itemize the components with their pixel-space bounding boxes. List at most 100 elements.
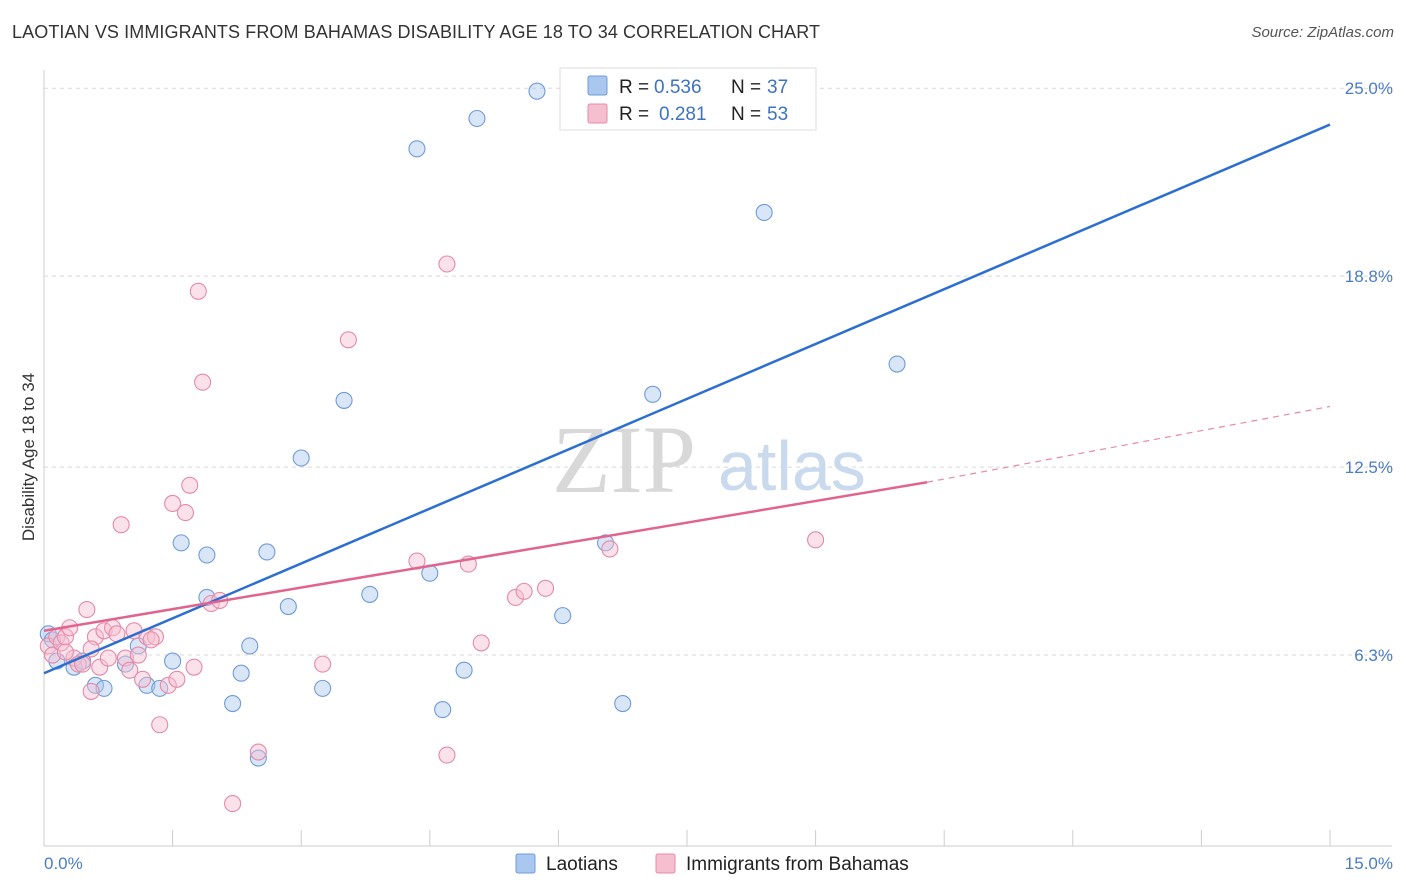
grid: [44, 87, 1392, 656]
legend-r-value: 0.281: [659, 104, 707, 125]
y-tick-label: 12.5%: [1345, 458, 1393, 477]
legend-n-label: N =: [731, 104, 761, 125]
data-point: [455, 661, 473, 679]
chart-source: Source: ZipAtlas.com: [1251, 24, 1394, 41]
data-point: [807, 531, 825, 549]
data-point: [314, 679, 332, 697]
y-tick-label: 25.0%: [1345, 79, 1393, 98]
watermark-atlas: atlas: [718, 427, 866, 505]
data-point: [172, 534, 190, 552]
data-point: [129, 646, 147, 664]
data-point: [78, 601, 96, 619]
data-point: [755, 203, 773, 222]
legend-top-row-laotians: R = 0.536 N = 37: [587, 75, 788, 98]
data-point: [438, 255, 456, 273]
data-point: [39, 637, 57, 655]
y-tick-labels: 6.3% 12.5% 18.8% 25.0%: [1345, 79, 1393, 665]
legend-top-row-bahamas: R = 0.281 N = 53: [587, 103, 788, 125]
data-point: [554, 607, 572, 625]
x-tick-labels: 0.0% 15.0%: [44, 854, 1393, 873]
trend-layer: [43, 123, 1331, 675]
y-tick-label: 18.8%: [1345, 267, 1393, 286]
legend-n-value: 37: [767, 77, 788, 98]
watermark: ZIP atlas: [552, 406, 866, 513]
data-point: [361, 585, 379, 603]
data-point: [56, 628, 74, 646]
data-point: [408, 140, 426, 158]
data-point: [515, 582, 533, 600]
legend-swatch-laotians: [515, 853, 536, 874]
legend-swatch-bahamas: [587, 103, 608, 124]
legend-top: R = 0.536 N = 37 R = 0.281 N = 53: [559, 67, 817, 131]
data-point: [258, 543, 276, 561]
legend-swatch-laotians: [587, 75, 608, 96]
trend-line: [43, 123, 1331, 675]
legend-swatch-bahamas: [655, 853, 676, 874]
data-point: [198, 546, 216, 564]
data-point: [249, 743, 267, 761]
trend-line-extension: [926, 405, 1331, 483]
data-point: [95, 679, 113, 697]
legend-label-bahamas: Immigrants from Bahamas: [686, 854, 909, 875]
data-point: [292, 449, 310, 467]
data-point: [279, 597, 297, 616]
series-laotians: [39, 82, 906, 767]
data-point: [185, 658, 203, 676]
series-bahamas: [39, 255, 825, 813]
data-point: [194, 373, 212, 391]
data-point: [528, 82, 546, 100]
data-point: [614, 694, 632, 713]
data-point: [249, 749, 267, 767]
data-point: [314, 655, 332, 673]
data-point: [91, 658, 109, 676]
watermark-zip: ZIP: [552, 406, 696, 513]
data-point: [335, 391, 353, 409]
data-point: [44, 646, 62, 664]
data-point: [121, 661, 139, 679]
data-point: [601, 540, 619, 558]
data-point: [56, 643, 74, 661]
points-layer: [39, 82, 906, 813]
data-point: [644, 385, 662, 403]
data-point: [232, 664, 250, 682]
data-point: [151, 716, 169, 734]
axes: [43, 70, 1392, 847]
data-point: [159, 676, 177, 694]
x-tick-label: 15.0%: [1345, 854, 1393, 873]
data-point: [224, 795, 242, 813]
data-point: [506, 588, 525, 606]
data-point: [112, 516, 130, 534]
data-point: [142, 631, 160, 649]
data-point: [888, 355, 906, 373]
data-point: [99, 649, 117, 667]
data-point: [434, 701, 452, 719]
data-point: [472, 634, 490, 652]
data-point: [224, 694, 242, 713]
chart-title: LAOTIAN VS IMMIGRANTS FROM BAHAMAS DISAB…: [12, 22, 821, 42]
x-tick-label: 0.0%: [44, 854, 83, 873]
data-point: [164, 652, 182, 670]
legend-bottom: Laotians Immigrants from Bahamas: [515, 853, 909, 875]
data-point: [438, 746, 456, 764]
data-point: [164, 494, 182, 513]
data-point: [134, 670, 152, 688]
data-point: [176, 504, 195, 522]
legend-n-label: N =: [731, 77, 761, 98]
data-point: [241, 637, 259, 655]
legend-n-value: 53: [767, 104, 788, 125]
trend-line: [43, 481, 928, 633]
data-point: [468, 109, 486, 128]
data-point: [536, 579, 555, 597]
legend-r-value: 0.536: [654, 77, 702, 98]
data-point: [339, 331, 357, 349]
data-point: [181, 476, 199, 494]
data-point: [168, 670, 186, 688]
data-point: [82, 682, 100, 700]
y-tick-label: 6.3%: [1354, 646, 1393, 665]
legend-r-label: R =: [619, 77, 649, 98]
legend-r-label: R =: [619, 104, 649, 125]
y-axis-label: Disability Age 18 to 34: [19, 373, 38, 541]
legend-label-laotians: Laotians: [546, 854, 618, 875]
data-point: [189, 282, 207, 300]
